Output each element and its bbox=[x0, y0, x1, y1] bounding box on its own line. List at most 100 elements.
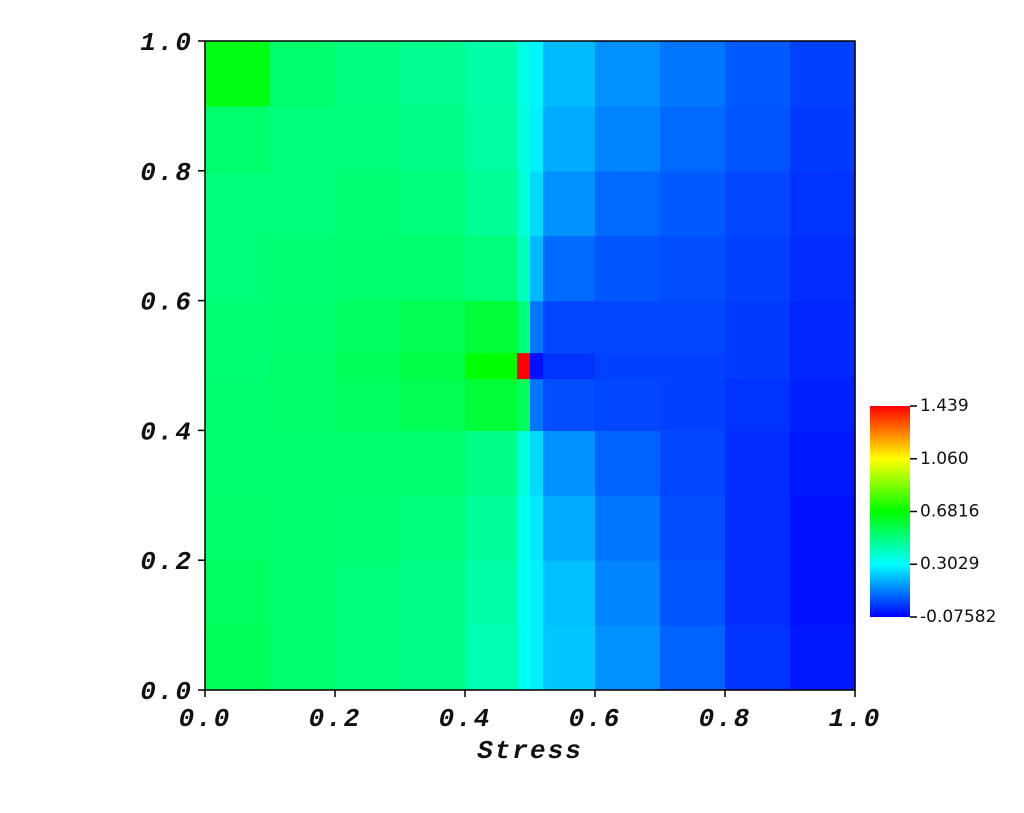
heat-cell bbox=[400, 625, 466, 691]
heat-cell bbox=[595, 625, 661, 691]
heat-cell bbox=[465, 495, 518, 561]
heat-cell bbox=[530, 300, 544, 354]
heat-cell bbox=[543, 625, 596, 691]
heat-cell bbox=[517, 495, 531, 561]
heat-cell bbox=[790, 300, 856, 354]
heat-cell bbox=[543, 41, 596, 107]
heat-cell bbox=[790, 430, 856, 496]
colorbar bbox=[870, 406, 910, 617]
heat-cell bbox=[660, 41, 726, 107]
x-tick-label: 0.0 bbox=[179, 704, 232, 734]
heat-cell bbox=[205, 105, 271, 172]
heat-cell bbox=[725, 170, 791, 237]
heat-cell bbox=[725, 495, 791, 561]
heat-cell bbox=[543, 430, 596, 496]
heat-cell bbox=[595, 105, 661, 172]
y-tick-label: 0.2 bbox=[140, 547, 193, 577]
heat-cell bbox=[725, 235, 791, 302]
heat-cell bbox=[517, 430, 531, 496]
heat-cell bbox=[517, 235, 531, 302]
heat-cell bbox=[790, 560, 856, 626]
heat-cell bbox=[790, 378, 856, 431]
heat-cell bbox=[205, 41, 271, 107]
colorbar-tick-label: 1.060 bbox=[920, 449, 969, 469]
heat-cell bbox=[270, 352, 336, 380]
heat-cell bbox=[270, 170, 336, 237]
heat-cell bbox=[335, 235, 401, 302]
heat-cell bbox=[335, 495, 401, 561]
heat-cell bbox=[725, 41, 791, 107]
heat-cell bbox=[270, 300, 336, 354]
heat-cell bbox=[400, 41, 466, 107]
heatmap bbox=[205, 41, 856, 691]
heat-cell bbox=[270, 105, 336, 172]
colorbar-tick-label: 0.6816 bbox=[920, 501, 979, 521]
heat-cell bbox=[517, 378, 531, 431]
heat-cell bbox=[790, 352, 856, 380]
heat-cell bbox=[530, 495, 544, 561]
heat-cell bbox=[543, 170, 596, 237]
heat-cell bbox=[543, 378, 596, 431]
heat-cell bbox=[517, 105, 531, 172]
heat-cell bbox=[335, 560, 401, 626]
heat-cell bbox=[205, 560, 271, 626]
heat-cell bbox=[660, 560, 726, 626]
heat-cell bbox=[270, 495, 336, 561]
heat-cell bbox=[790, 495, 856, 561]
heat-cell bbox=[270, 430, 336, 496]
heat-cell bbox=[543, 560, 596, 626]
colorbar-tick-label: -0.07582 bbox=[920, 607, 996, 627]
heat-cell bbox=[595, 300, 661, 354]
heat-cell bbox=[335, 300, 401, 354]
heat-cell bbox=[400, 560, 466, 626]
heat-cell bbox=[543, 495, 596, 561]
heat-cell bbox=[530, 560, 544, 626]
heat-cell bbox=[465, 352, 518, 380]
heat-cell bbox=[790, 41, 856, 107]
heat-cell bbox=[530, 430, 544, 496]
heat-cell bbox=[790, 105, 856, 172]
heat-cell bbox=[205, 170, 271, 237]
x-tick-label: 0.2 bbox=[309, 704, 362, 734]
heat-cell bbox=[517, 300, 531, 354]
heat-cell bbox=[543, 300, 596, 354]
heat-cell bbox=[517, 625, 531, 691]
heat-cell bbox=[595, 235, 661, 302]
heat-cell bbox=[270, 235, 336, 302]
heat-cell bbox=[205, 352, 271, 380]
heat-cell bbox=[335, 105, 401, 172]
heat-cell bbox=[660, 495, 726, 561]
heat-cell bbox=[530, 41, 544, 107]
heat-cell bbox=[335, 352, 401, 380]
colorbar-tick-label: 0.3029 bbox=[920, 554, 979, 574]
heat-cell bbox=[660, 378, 726, 431]
x-tick-label: 1.0 bbox=[829, 704, 882, 734]
heat-cell bbox=[660, 235, 726, 302]
heat-cell bbox=[530, 170, 544, 237]
heat-cell bbox=[400, 105, 466, 172]
x-tick-label: 0.6 bbox=[569, 704, 622, 734]
heat-cell bbox=[660, 352, 726, 380]
heat-cell bbox=[595, 430, 661, 496]
heat-cell bbox=[725, 625, 791, 691]
heat-cell bbox=[660, 430, 726, 496]
heat-cell bbox=[530, 105, 544, 172]
heat-cell bbox=[465, 105, 518, 172]
heat-cell bbox=[725, 430, 791, 496]
y-tick-label: 0.4 bbox=[140, 417, 193, 447]
heat-cell bbox=[335, 625, 401, 691]
heat-cell bbox=[725, 300, 791, 354]
heat-cell bbox=[465, 430, 518, 496]
y-tick-label: 0.8 bbox=[140, 158, 193, 188]
x-tick-label: 0.8 bbox=[699, 704, 752, 734]
heat-cell bbox=[660, 300, 726, 354]
heat-cell bbox=[335, 41, 401, 107]
heat-cell bbox=[543, 352, 596, 380]
heat-cell bbox=[205, 625, 271, 691]
y-tick-label: 0.6 bbox=[140, 288, 193, 318]
heat-cell bbox=[660, 105, 726, 172]
colorbar-tick-label: 1.439 bbox=[920, 396, 969, 416]
heat-cell bbox=[270, 378, 336, 431]
heat-cell bbox=[595, 352, 661, 380]
heat-cell bbox=[595, 495, 661, 561]
